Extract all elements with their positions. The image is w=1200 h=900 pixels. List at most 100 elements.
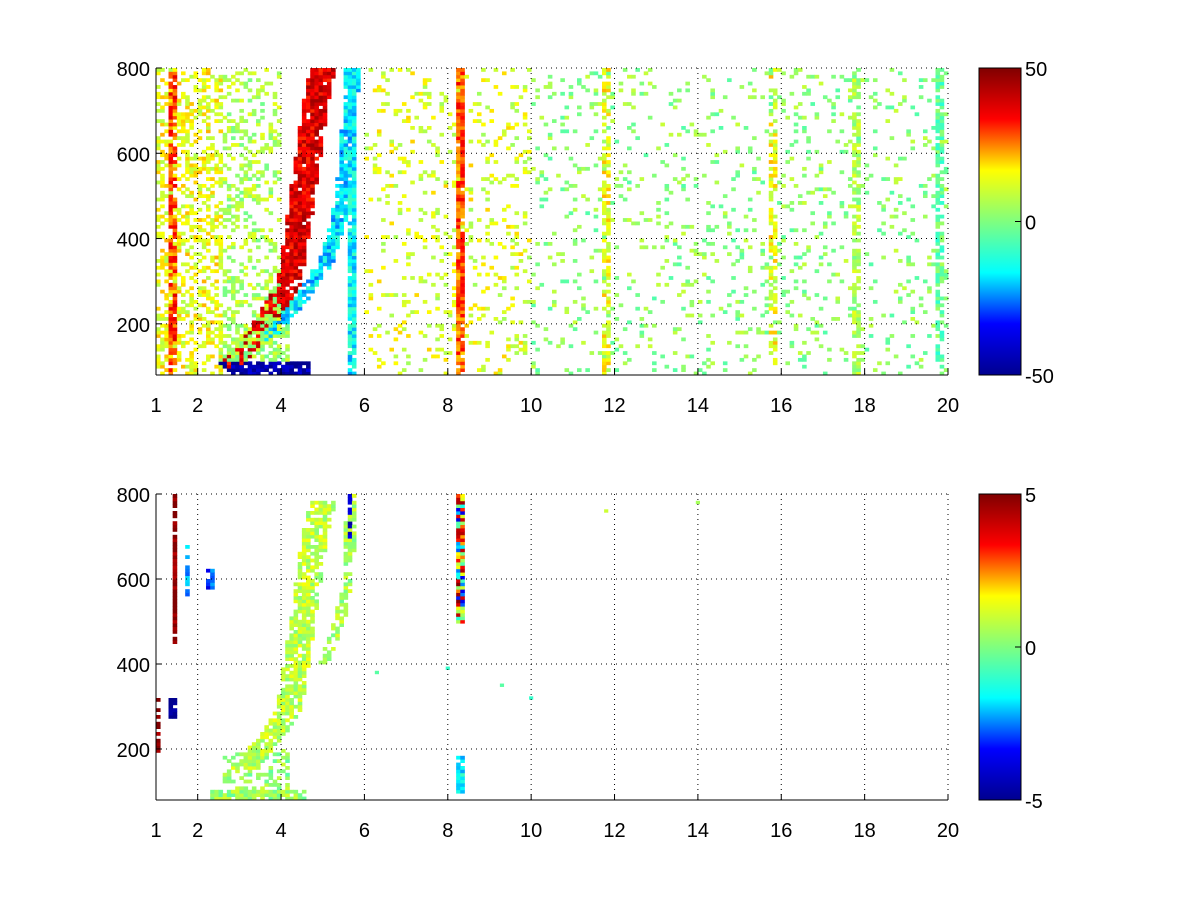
heatmap-cell [256,364,261,369]
heatmap-cell [193,211,199,216]
heatmap-cell [172,337,178,342]
heatmap-cell [822,371,828,376]
heatmap-cell [264,755,269,760]
heatmap-cell [297,166,303,171]
heatmap-cell [893,108,899,113]
heatmap-cell [189,170,194,175]
heatmap-cell [943,204,949,209]
heatmap-cell [226,187,232,192]
heatmap-cell [181,71,186,76]
heatmap-cell [677,293,682,297]
heatmap-cell [289,183,294,188]
heatmap-cell [160,105,165,110]
heatmap-cell [156,354,161,359]
heatmap-cell [226,245,232,250]
heatmap-cell [231,143,236,147]
heatmap-cell [197,228,203,233]
heatmap-cell [347,524,353,529]
heatmap-cell [306,153,311,158]
heatmap-cell [231,364,236,369]
heatmap-cell [889,313,895,318]
heatmap-cell [172,589,178,593]
heatmap-cell [272,296,278,301]
heatmap-cell [222,224,228,229]
heatmap-cell [272,354,278,359]
heatmap-cell [226,289,232,294]
heatmap-cell [347,310,353,314]
heatmap-cell [310,173,315,178]
heatmap-cell [168,91,174,96]
heatmap-cell [426,173,432,178]
heatmap-cell [239,282,244,287]
heatmap-cell [818,166,824,171]
heatmap-cell [189,122,194,127]
heatmap-cell [235,129,240,134]
heatmap-cell [251,132,257,137]
heatmap-cell [935,136,941,141]
heatmap-cell [522,221,528,226]
heatmap-cell [376,357,382,362]
heatmap-cell [339,616,344,621]
heatmap-cell [372,143,378,147]
heatmap-cell [276,177,282,181]
heatmap-cell [293,289,299,294]
heatmap-cell [735,245,740,250]
heatmap-cell [256,95,261,100]
heatmap-cell [939,115,945,120]
heatmap-cell [789,143,795,147]
heatmap-cell [168,221,174,226]
heatmap-cell [172,545,178,549]
heatmap-cell [297,691,303,695]
heatmap-cell [335,211,340,216]
heatmap-cell [226,112,232,117]
heatmap-cell [289,201,294,205]
heatmap-cell [289,279,294,284]
heatmap-cell [160,371,165,376]
heatmap-cell [185,592,190,597]
heatmap-cell [343,538,349,542]
heatmap-cell [856,204,861,209]
heatmap-cell [547,85,553,89]
heatmap-cell [797,265,803,270]
heatmap-cell [164,317,169,321]
heatmap-cell [310,102,315,106]
heatmap-cell [852,269,857,274]
heatmap-cell [206,78,211,83]
heatmap-cell [297,170,303,175]
y-tick-label: 200 [117,740,150,762]
heatmap-cell [356,85,361,89]
heatmap-cell [385,102,390,106]
heatmap-cell [289,684,294,689]
heatmap-cell [264,197,269,202]
heatmap-cell [351,139,357,144]
heatmap-cell [639,245,645,250]
heatmap-cell [251,368,257,372]
heatmap-cell [218,357,224,362]
heatmap-cell [226,769,232,774]
heatmap-cell [339,596,344,600]
heatmap-cell [281,296,286,301]
heatmap-cell [814,235,820,239]
heatmap-cell [856,248,861,253]
heatmap-cell [181,190,186,195]
heatmap-cell [347,187,353,192]
heatmap-cell [326,71,332,76]
heatmap-cell [451,286,457,291]
heatmap-cell [935,238,941,243]
heatmap-cell [318,125,324,130]
heatmap-cell [510,85,515,89]
heatmap-cell [335,183,340,188]
heatmap-cell [306,364,311,369]
heatmap-cell [189,245,194,250]
heatmap-cell [231,320,236,325]
heatmap-cell [456,368,461,372]
heatmap-cell [322,531,328,536]
heatmap-cell [293,361,299,366]
heatmap-cell [939,303,945,308]
heatmap-cell [310,166,315,171]
heatmap-cell [206,221,211,226]
heatmap-cell [301,156,307,161]
heatmap-cell [310,132,315,137]
heatmap-cell [297,796,303,801]
heatmap-cell [256,793,261,797]
